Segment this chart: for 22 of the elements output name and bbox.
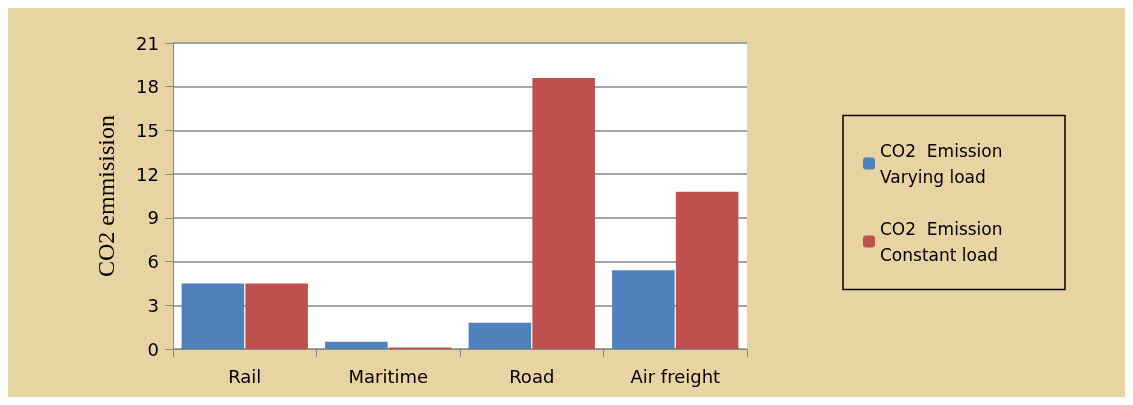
- bar: [181, 283, 245, 349]
- legend-label: CO2 Emission Constant load: [880, 218, 1008, 265]
- x-tick-label: Air freight: [630, 365, 721, 387]
- y-tick-label: 18: [136, 76, 159, 98]
- bar: [245, 283, 308, 349]
- y-tick-label: 9: [147, 207, 159, 229]
- y-tick-label: 6: [147, 251, 159, 273]
- y-axis-title: CO2 emmisision: [93, 114, 119, 278]
- legend-label: CO2 Emission Varying load: [880, 140, 1008, 187]
- y-tick-label: 21: [136, 32, 159, 54]
- bar: [675, 191, 739, 349]
- x-tick-label: Road: [509, 365, 555, 387]
- y-tick-label: 3: [147, 294, 159, 316]
- bar: [612, 270, 675, 349]
- bar: [468, 322, 532, 349]
- x-tick-label: Maritime: [348, 365, 429, 387]
- bar: [325, 341, 388, 349]
- y-tick-label: 15: [136, 119, 159, 141]
- y-tick-label: 0: [147, 338, 159, 360]
- bar: [532, 77, 595, 349]
- x-tick-label: Rail: [228, 365, 262, 387]
- y-tick-label: 12: [136, 163, 159, 185]
